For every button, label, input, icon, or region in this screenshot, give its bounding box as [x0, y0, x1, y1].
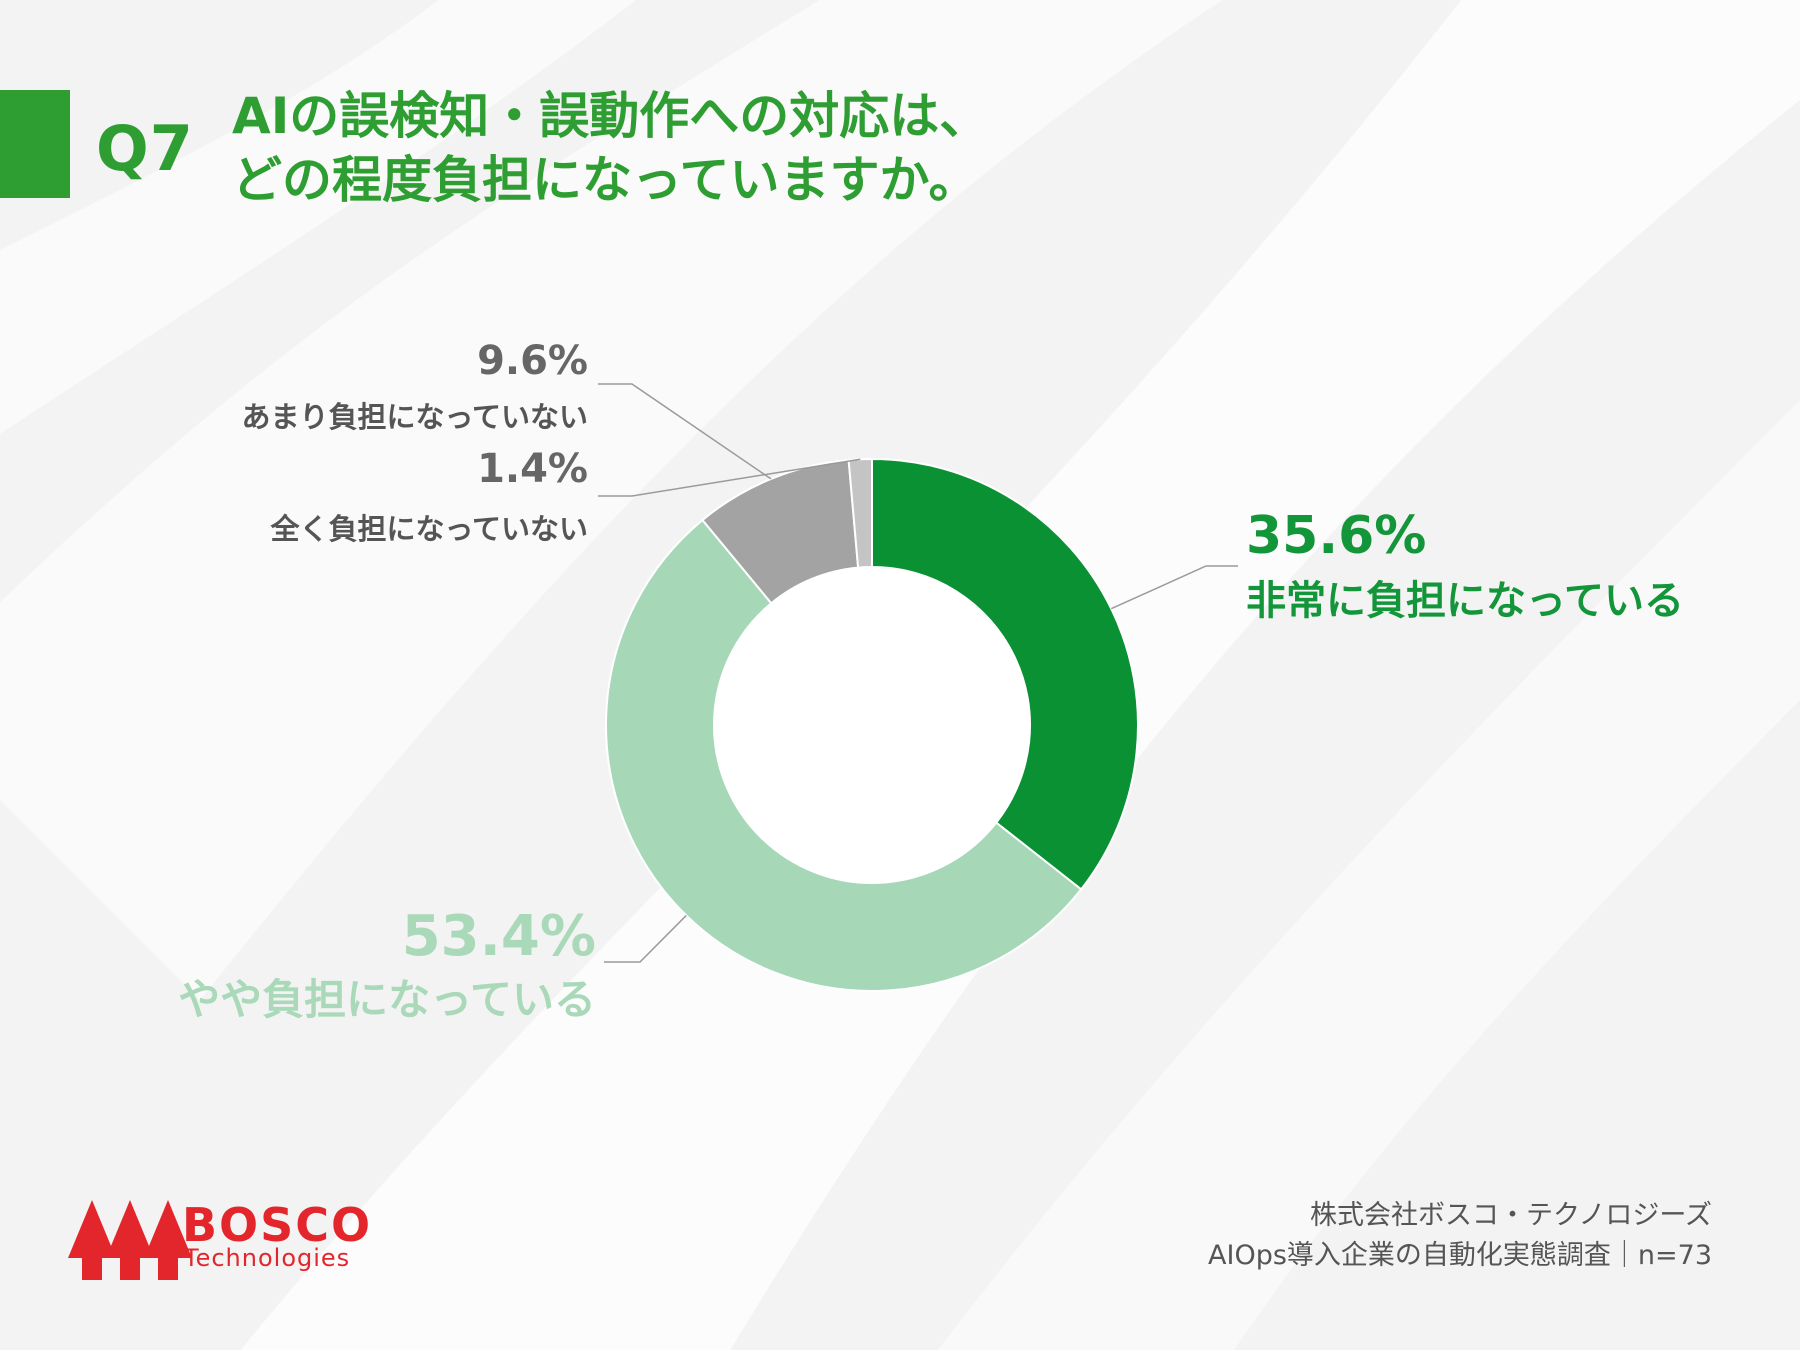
leader-line-somewhat	[604, 914, 687, 963]
donut-hole	[714, 567, 1030, 883]
leader-line-not-at-all	[598, 458, 861, 497]
slice-very	[871, 457, 1139, 891]
logo-text-bosco: BOSCO	[182, 1198, 373, 1252]
bosco-logo-icon	[68, 1200, 192, 1280]
question-title-line1: AIの誤検知・誤動作への対応は、	[232, 87, 990, 145]
category-label-somewhat: やや負担になっている	[178, 975, 596, 1024]
value-label-very: 35.6%	[1246, 506, 1427, 566]
question-number: Q7	[96, 112, 194, 185]
footer-company: 株式会社ボスコ・テクノロジーズ	[1309, 1200, 1712, 1231]
category-label-not-much: あまり負担になっていない	[241, 400, 588, 434]
question-title-line2: どの程度負担になっていますか。	[232, 151, 979, 209]
category-label-not-at-all: 全く負担になっていない	[270, 512, 588, 546]
question-title: AIの誤検知・誤動作への対応は、 どの程度負担になっていますか。	[232, 84, 1332, 212]
question-accent-bar	[0, 90, 70, 198]
leader-line-not-much	[598, 383, 772, 480]
logo-text-technologies: Technologies	[184, 1244, 351, 1272]
value-label-somewhat: 53.4%	[401, 904, 596, 969]
footer-source: 株式会社ボスコ・テクノロジーズ AIOps導入企業の自動化実態調査｜n=73	[1208, 1196, 1712, 1276]
leader-line-very	[1110, 565, 1238, 610]
category-label-very: 非常に負担になっている	[1246, 578, 1684, 624]
footer-survey: AIOps導入企業の自動化実態調査｜n=73	[1208, 1240, 1712, 1271]
value-label-not-much: 9.6%	[477, 338, 588, 384]
value-label-not-at-all: 1.4%	[477, 446, 588, 492]
